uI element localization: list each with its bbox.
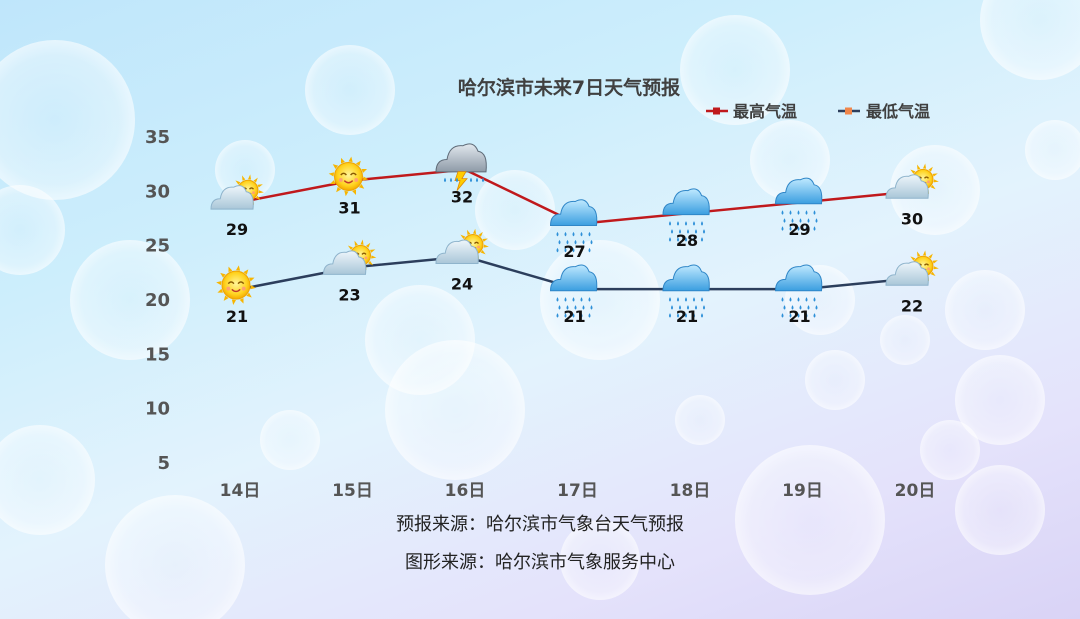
high-temp-label: 29: [226, 220, 248, 239]
graphic-source-text: 图形来源：哈尔滨市气象服务中心: [405, 552, 675, 573]
high-temp-label: 32: [451, 188, 473, 207]
rain-icon: [774, 177, 823, 231]
high-temp-label: 31: [338, 198, 360, 217]
data-labels: 29 31 32 27 28 29 30 21 23 24 21 21 21 22: [226, 188, 923, 327]
legend-marker-high: [713, 107, 720, 115]
y-tick-label: 5: [157, 453, 170, 474]
high-temp-label: 28: [676, 231, 698, 250]
rain-icon: [662, 188, 710, 242]
rain-icon: [774, 264, 823, 318]
x-tick-label: 15日: [332, 481, 373, 501]
sun-icon: [216, 265, 256, 305]
legend-item-high: 最高气温: [706, 102, 797, 121]
y-tick-label: 15: [145, 344, 170, 365]
partly-cloudy-icon: [322, 239, 377, 275]
legend-marker-low: [845, 107, 852, 115]
y-tick-label: 30: [145, 181, 170, 202]
rain-icon: [549, 264, 598, 318]
partly-cloudy-icon: [885, 250, 939, 286]
y-axis: 5 10 15 20 25 30 35: [145, 127, 170, 474]
x-tick-label: 19日: [782, 481, 823, 501]
high-temp-label: 30: [901, 209, 923, 228]
y-tick-label: 25: [145, 236, 170, 257]
weather-icons: [210, 143, 939, 318]
low-temp-label: 23: [338, 285, 360, 304]
x-tick-label: 18日: [670, 481, 711, 501]
high-temp-label: 27: [563, 242, 585, 261]
x-tick-label: 16日: [445, 481, 486, 501]
y-tick-label: 35: [145, 127, 170, 148]
low-temp-label: 24: [451, 275, 473, 294]
x-axis: 14日 15日 16日 17日 18日 19日 20日: [220, 481, 936, 501]
rain-icon: [662, 264, 710, 318]
chart-title: 哈尔滨市未来7日天气预报: [458, 76, 680, 99]
y-tick-label: 20: [145, 290, 170, 311]
x-tick-label: 20日: [895, 481, 936, 501]
forecast-source-text: 预报来源：哈尔滨市气象台天气预报: [396, 514, 684, 535]
low-temp-label: 21: [226, 307, 248, 326]
x-tick-label: 17日: [557, 481, 598, 501]
partly-cloudy-icon: [435, 228, 489, 264]
high-temp-label: 29: [788, 220, 810, 239]
thunderstorm-icon: [435, 143, 487, 191]
partly-cloudy-icon: [210, 174, 264, 210]
x-tick-label: 14日: [220, 481, 261, 501]
legend: 最高气温 最低气温: [706, 102, 930, 121]
low-temp-label: 21: [563, 307, 585, 326]
low-temp-label: 22: [901, 296, 923, 315]
partly-cloudy-icon: [885, 163, 939, 199]
rain-icon: [549, 199, 598, 253]
legend-label-low: 最低气温: [866, 102, 930, 121]
low-temp-label: 21: [788, 307, 810, 326]
sun-icon: [328, 156, 369, 197]
low-temp-label: 21: [676, 307, 698, 326]
legend-label-high: 最高气温: [733, 102, 797, 121]
legend-item-low: 最低气温: [838, 102, 930, 121]
y-tick-label: 10: [145, 399, 170, 420]
